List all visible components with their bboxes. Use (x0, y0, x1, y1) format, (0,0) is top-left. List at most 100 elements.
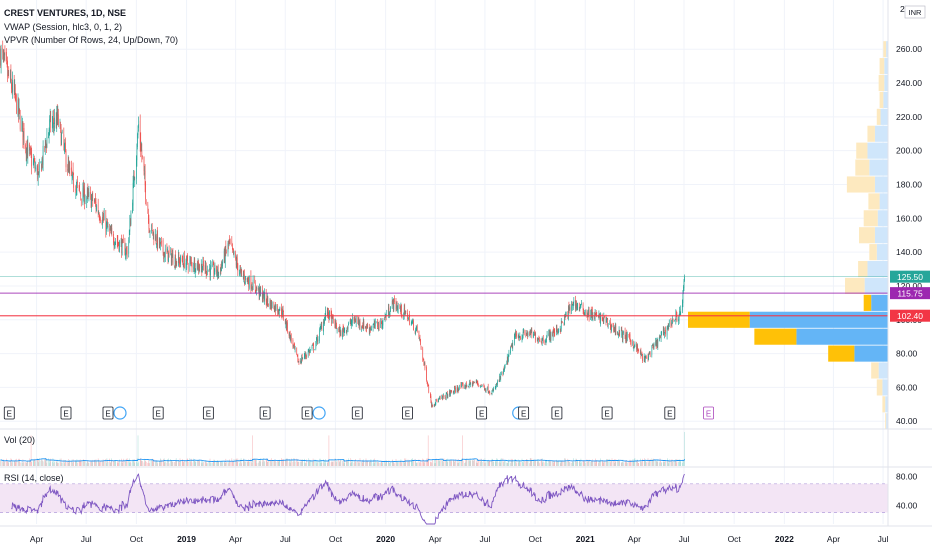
candle-body (533, 331, 535, 333)
volume-bar (327, 462, 329, 466)
candle-body (586, 311, 588, 315)
volume-bar (156, 460, 158, 466)
volume-bar (100, 461, 101, 466)
volume-bar (214, 460, 216, 466)
volume-bar (11, 462, 13, 466)
candle-body (157, 231, 158, 247)
volume-bar (376, 461, 378, 466)
volume-bar (534, 460, 536, 466)
volume-bar (359, 462, 360, 466)
candle-body (254, 279, 256, 284)
volume-bar (607, 459, 609, 466)
candle-body (560, 320, 562, 329)
symbol-legend[interactable]: CREST VENTURES, 1D, NSE (4, 7, 126, 19)
volume-bar (605, 461, 607, 466)
volume-bar (465, 462, 467, 466)
candle-body (581, 303, 582, 305)
volume-bar (426, 458, 427, 466)
volume-bar (202, 463, 204, 466)
candle-body (125, 252, 126, 256)
candle-body (534, 333, 536, 336)
volume-bar (29, 460, 31, 466)
candle-body (653, 344, 654, 349)
candle-body (41, 164, 42, 172)
candles[interactable] (0, 40, 685, 408)
volume-bar (610, 462, 611, 466)
candle-body (531, 330, 533, 337)
volume-bar (484, 462, 485, 466)
candle-body (508, 354, 509, 362)
volume-bar (60, 458, 62, 466)
candle-body (569, 307, 571, 311)
volume-bar (29, 458, 30, 466)
volume-bar (433, 459, 435, 466)
volume-bar (271, 461, 273, 466)
candle-body (111, 228, 113, 233)
volume-bar (557, 460, 559, 466)
candle-body (126, 247, 127, 250)
volume-bar (461, 458, 463, 466)
volume-bar (289, 459, 290, 466)
candle-body (168, 250, 170, 253)
candle-body (18, 106, 20, 112)
volume-bar (285, 458, 287, 466)
volume-bar (103, 461, 104, 466)
candle-body (396, 304, 398, 310)
candle-body (556, 326, 557, 333)
volume-bar (0, 460, 1, 466)
volume-bar (197, 459, 199, 466)
volume-pane (0, 428, 932, 466)
volume-bar (320, 460, 322, 466)
candle-body (216, 265, 217, 274)
volume-bar (664, 461, 665, 466)
candle-body (275, 304, 276, 311)
candle-body (151, 224, 152, 231)
candle-body (260, 290, 262, 293)
volume-bar (550, 461, 552, 466)
candle-body (624, 330, 626, 339)
candle-body (338, 327, 340, 330)
vwap-legend[interactable]: VWAP (Session, hlc3, 0, 1, 2) (4, 21, 122, 33)
volume-bar (527, 460, 529, 466)
volume-bar (630, 461, 631, 466)
vpvr-row-up (874, 176, 888, 193)
volume-bar (641, 460, 643, 466)
volume-bar (365, 462, 366, 466)
candle-body (562, 322, 563, 323)
vpvr-legend[interactable]: VPVR (Number Of Rows, 24, Up/Down, 70) (4, 34, 178, 46)
volume-bar (622, 462, 623, 466)
time-tick-label: Jul (679, 534, 690, 544)
candle-body (382, 320, 384, 326)
volume-bar (455, 459, 456, 466)
candle-body (97, 204, 99, 213)
volume-bar (274, 459, 275, 466)
candle-body (96, 205, 97, 211)
volume-bar (642, 458, 643, 466)
volume-bar (225, 458, 227, 466)
volume-bar (422, 459, 424, 466)
volume-bar (262, 459, 263, 466)
volume-legend[interactable]: Vol (20) (4, 434, 35, 446)
candle-body (209, 268, 210, 270)
volume-bar (535, 460, 536, 466)
candle-body (619, 330, 620, 337)
rsi-legend[interactable]: RSI (14, close) (4, 472, 64, 484)
candle-body (595, 312, 596, 315)
earnings-marker-label: E (355, 410, 360, 419)
candle-body (86, 197, 88, 202)
volume-bar (648, 462, 649, 466)
candle-body (94, 202, 95, 203)
candle-body (121, 240, 123, 256)
earnings-marker (551, 406, 563, 420)
earnings-marker-label: E (604, 410, 609, 419)
volume-bar (415, 461, 416, 466)
volume-bar (110, 458, 112, 466)
candle-body (412, 321, 413, 323)
candle-body (575, 303, 577, 310)
volume-bar (182, 459, 184, 466)
volume-bar (562, 460, 563, 466)
volume-bar (473, 460, 474, 466)
candle-body (377, 322, 378, 327)
